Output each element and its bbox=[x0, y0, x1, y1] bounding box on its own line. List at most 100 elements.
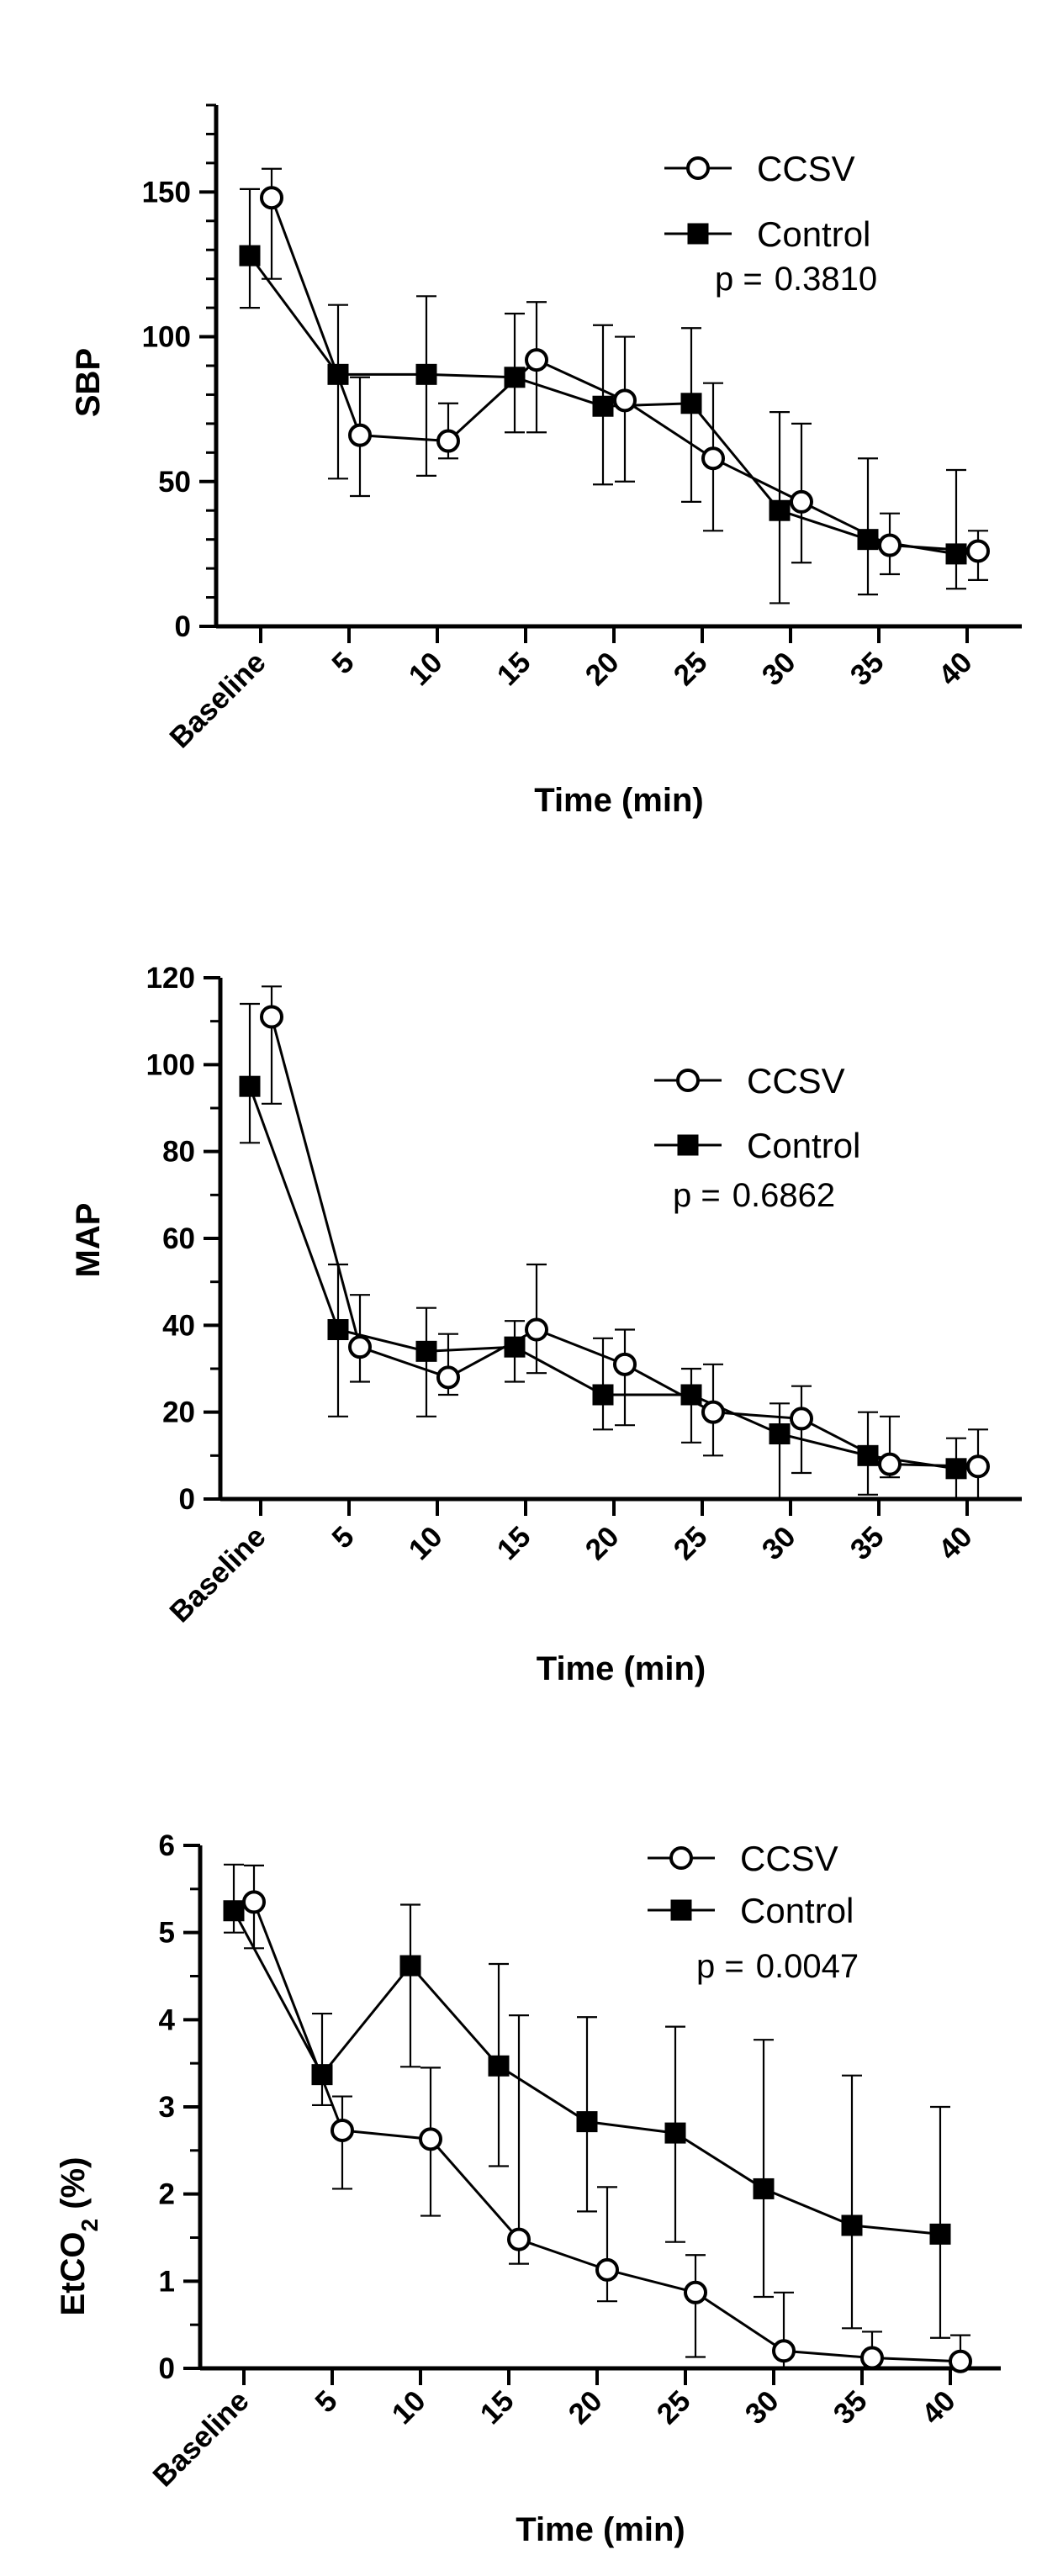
x-axis-title: Time (min) bbox=[516, 2511, 685, 2548]
figure: 0 50 100 150 Baseline 5 10 15 20 25 30 35 40 SBP Time … bbox=[0, 0, 1063, 2576]
y-tick-label: 100 bbox=[142, 321, 191, 354]
series-ccsv bbox=[244, 1866, 970, 2372]
y-tick-label: 0 bbox=[179, 1483, 195, 1516]
legend-label-ccsv: CCSV bbox=[740, 1839, 838, 1878]
data-point-ccsv bbox=[420, 2129, 441, 2149]
y-tick-label: 5 bbox=[159, 1917, 175, 1950]
y-axis-title-subscript: 2 bbox=[77, 2219, 103, 2232]
data-point-ccsv bbox=[262, 187, 282, 208]
y-tick-label: 0 bbox=[175, 610, 191, 643]
legend-marker-control bbox=[678, 1135, 698, 1155]
x-tick-label: 35 bbox=[844, 1520, 891, 1566]
x-tick-label: 40 bbox=[933, 646, 979, 692]
data-point-control bbox=[946, 544, 966, 564]
legend-marker-ccsv bbox=[678, 1070, 698, 1090]
data-point-control bbox=[681, 393, 701, 414]
data-point-control bbox=[930, 2224, 950, 2244]
legend-marker-ccsv bbox=[688, 158, 708, 178]
x-tick-label: 40 bbox=[916, 2384, 962, 2431]
data-point-control bbox=[754, 2178, 774, 2199]
x-tick-label: 10 bbox=[403, 1520, 449, 1566]
series-control bbox=[240, 1004, 966, 1499]
figure-svg: 050100150Baseline 5 10 15 20 25 30 35 40SBPTime … bbox=[0, 0, 1063, 2576]
data-point-control bbox=[505, 367, 525, 388]
y-axis-title-main: MAP bbox=[70, 1203, 107, 1278]
chart-map: 0 20 40 60 80 100 120 Baseline 5 10 15 20 25 30 35 40 MA… bbox=[70, 962, 1022, 1687]
data-point-control bbox=[224, 1901, 244, 1921]
data-point-ccsv bbox=[332, 2120, 352, 2141]
x-tick-label: 15 bbox=[491, 646, 537, 692]
legend: CCSV Control bbox=[654, 1061, 860, 1165]
p-value-label: p = bbox=[696, 1948, 744, 1985]
data-point-ccsv bbox=[685, 2283, 706, 2303]
y-tick-label: 4 bbox=[159, 2003, 176, 2036]
x-tick-label: 25 bbox=[651, 2384, 697, 2431]
p-value-number: 0.0047 bbox=[756, 1948, 859, 1985]
legend: CCSV Control bbox=[664, 149, 870, 254]
data-point-control bbox=[665, 2123, 685, 2143]
data-point-control bbox=[240, 245, 260, 266]
legend-label-control: Control bbox=[757, 214, 870, 254]
data-point-ccsv bbox=[350, 1337, 370, 1357]
y-tick-label: 20 bbox=[162, 1396, 195, 1429]
data-point-ccsv bbox=[950, 2352, 970, 2372]
y-tick-label: 100 bbox=[146, 1048, 195, 1081]
data-point-ccsv bbox=[791, 492, 812, 512]
data-point-ccsv bbox=[880, 1454, 900, 1475]
x-tick-label: 35 bbox=[828, 2384, 874, 2431]
legend-marker-control bbox=[671, 1900, 691, 1920]
data-point-ccsv bbox=[703, 448, 723, 468]
x-tick-label: 15 bbox=[474, 2384, 521, 2431]
data-point-ccsv bbox=[438, 1367, 458, 1387]
x-tick-label: 20 bbox=[563, 2384, 609, 2431]
y-tick-label: 2 bbox=[159, 2178, 175, 2211]
y-tick-label: 0 bbox=[159, 2352, 175, 2385]
p-value-number: 0.3810 bbox=[775, 261, 877, 298]
data-point-control bbox=[769, 1424, 790, 1444]
data-point-control bbox=[593, 1385, 613, 1405]
x-tick-label: 30 bbox=[739, 2384, 785, 2431]
x-tick-label: 40 bbox=[933, 1520, 979, 1566]
y-axis-title: EtCO2 (%) bbox=[55, 2157, 103, 2316]
x-tick-label: Baseline bbox=[163, 646, 272, 754]
data-point-control bbox=[505, 1337, 525, 1357]
x-tick-label: 30 bbox=[756, 1520, 802, 1566]
x-tick-label: 5 bbox=[325, 1520, 360, 1555]
data-point-ccsv bbox=[615, 1354, 635, 1375]
data-point-ccsv bbox=[262, 1007, 282, 1027]
x-tick-label: 15 bbox=[491, 1520, 537, 1566]
y-tick-label: 80 bbox=[162, 1136, 195, 1169]
data-point-control bbox=[416, 1341, 436, 1361]
x-tick-label: 5 bbox=[309, 2384, 343, 2419]
y-tick-label: 3 bbox=[159, 2091, 175, 2124]
data-point-control bbox=[577, 2112, 597, 2132]
y-axis-title-suffix: (%) bbox=[55, 2157, 92, 2219]
y-tick-label: 120 bbox=[146, 962, 195, 995]
y-tick-label: 1 bbox=[159, 2265, 175, 2298]
data-point-control bbox=[593, 396, 613, 416]
data-point-control bbox=[489, 2056, 509, 2076]
y-axis-title-main: SBP bbox=[70, 348, 107, 417]
chart-sbp: 0 50 100 150 Baseline 5 10 15 20 25 30 35 40 SBP Time … bbox=[70, 105, 1022, 819]
data-point-ccsv bbox=[703, 1402, 723, 1423]
legend-label-ccsv: CCSV bbox=[757, 149, 855, 188]
legend-marker-control bbox=[688, 224, 708, 244]
data-point-control bbox=[400, 1956, 420, 1976]
x-tick-label: 25 bbox=[668, 1520, 714, 1566]
data-point-control bbox=[769, 500, 790, 520]
data-point-ccsv bbox=[350, 425, 370, 446]
data-point-control bbox=[946, 1459, 966, 1479]
x-tick-label: Baseline bbox=[146, 2384, 255, 2493]
series-ccsv bbox=[262, 986, 988, 1499]
data-point-ccsv bbox=[774, 2341, 794, 2361]
data-point-control bbox=[681, 1385, 701, 1405]
legend-label-control: Control bbox=[747, 1126, 860, 1165]
p-value-number: 0.6862 bbox=[732, 1177, 835, 1214]
data-point-ccsv bbox=[615, 390, 635, 410]
y-tick-label: 40 bbox=[162, 1309, 195, 1342]
data-point-control bbox=[842, 2215, 862, 2236]
p-value-annotation: p = 0.3810 bbox=[715, 261, 877, 298]
y-axis-title: SBP bbox=[70, 348, 107, 417]
data-point-control bbox=[240, 1076, 260, 1096]
